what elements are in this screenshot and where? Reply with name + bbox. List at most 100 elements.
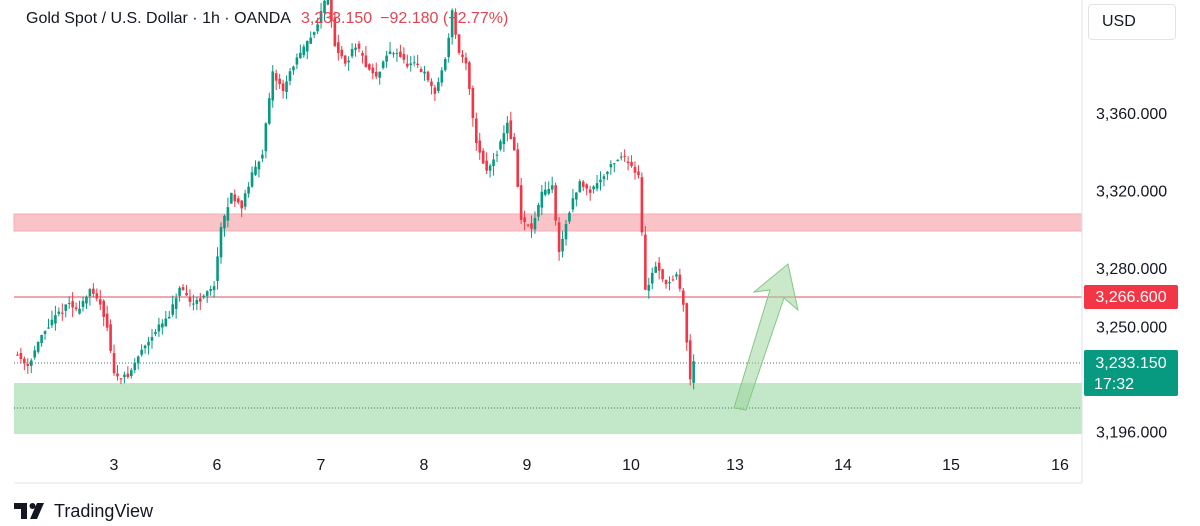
candle-body (26, 363, 30, 366)
candle-body (216, 256, 219, 281)
candle-body (343, 55, 347, 64)
candle-body (430, 81, 433, 86)
candle-body (461, 54, 464, 58)
candle-body (299, 52, 302, 59)
candle-body (616, 159, 620, 162)
candle-body (347, 60, 350, 63)
candle-body (485, 160, 488, 171)
tradingview-logo-icon (14, 503, 44, 519)
candle-body (395, 53, 399, 55)
candle-body (330, 0, 333, 22)
candle-body (468, 62, 471, 89)
candle-body (123, 374, 126, 378)
candle-body (406, 63, 409, 67)
x-tick-label: 7 (317, 457, 326, 474)
candle-body (354, 47, 357, 50)
candle-body (564, 224, 568, 240)
candle-body (167, 316, 171, 319)
candle-body (40, 334, 43, 344)
y-tick-label: 3,360.000 (1096, 106, 1167, 123)
y-tick-label: 3,250.000 (1096, 319, 1167, 336)
candle-body (188, 297, 192, 302)
candle-body (399, 51, 402, 57)
candle-body (233, 194, 237, 202)
candle-body (174, 298, 178, 309)
candle-body (226, 207, 230, 221)
candle-body (264, 123, 268, 152)
candle-body (250, 172, 254, 187)
x-tick-label: 13 (726, 457, 744, 474)
candle-body (64, 304, 68, 311)
candle-body (575, 192, 578, 200)
candle-body (295, 57, 299, 65)
candle-body (447, 37, 450, 58)
candle-body (512, 136, 516, 151)
candle-body (130, 370, 133, 377)
candle-body (316, 24, 319, 32)
candle-body (578, 181, 582, 193)
candle-body (523, 217, 526, 223)
candle-body (613, 163, 616, 165)
candle-body (371, 67, 375, 74)
candle-body (326, 0, 330, 5)
header-change: −92.180 (−2.77%) (380, 10, 509, 27)
candle-body (450, 10, 454, 38)
candle-body (471, 88, 475, 119)
candle-body (550, 185, 554, 190)
candle-body (92, 288, 95, 294)
symbol-title[interactable]: Gold Spot / U.S. Dollar · 1h · OANDA (26, 10, 291, 27)
candle-body (157, 324, 161, 332)
candle-body (506, 122, 509, 134)
candle-body (495, 154, 499, 156)
candle-body (609, 164, 613, 168)
x-tick-label: 3 (110, 457, 119, 474)
candle-body (29, 360, 33, 366)
candle-body (161, 323, 164, 328)
candle-body (85, 297, 88, 304)
y-tick-label: 3,196.000 (1096, 424, 1167, 441)
candle-body (278, 78, 281, 85)
candle-body (454, 11, 457, 35)
candle-body (402, 53, 406, 60)
candle-body (126, 373, 130, 377)
candle-body (88, 289, 92, 297)
candle-body (592, 186, 595, 190)
candle-body (98, 299, 102, 305)
candle-body (133, 362, 137, 371)
candle-body (664, 280, 668, 285)
candle-body (116, 373, 119, 377)
candle-body (202, 295, 206, 298)
candle-body (364, 55, 368, 67)
x-axis: 3 6 7 8 9 10 13 14 15 16 (110, 457, 1069, 474)
candle-body (488, 165, 492, 171)
candle-body (374, 71, 378, 77)
candle-body (243, 193, 247, 207)
candle-body (136, 356, 140, 364)
candle-body (519, 185, 523, 220)
candle-body (254, 166, 257, 175)
countdown-text: 17:32 (1094, 376, 1134, 393)
candle-body (561, 238, 564, 252)
candle-body (261, 154, 264, 159)
x-tick-label: 8 (420, 457, 429, 474)
candle-body (657, 262, 661, 271)
candle-body (682, 290, 685, 305)
chart-header: Gold Spot / U.S. Dollar · 1h · OANDA 3,23… (26, 10, 508, 28)
candle-body (43, 331, 47, 334)
candle-body (619, 156, 623, 158)
candle-body (654, 266, 657, 273)
candle-body (437, 82, 440, 91)
candle-body (633, 167, 637, 173)
candle-body (192, 303, 195, 305)
tradingview-brand[interactable]: TradingView (14, 498, 153, 524)
candle-body (185, 293, 188, 296)
currency-button[interactable]: USD (1088, 4, 1176, 40)
candle-body (199, 298, 202, 302)
last-price-label: 3,233.150 17:32 (1084, 350, 1178, 396)
candle-body (557, 222, 561, 252)
candle-body (102, 300, 105, 317)
candle-body (671, 279, 675, 281)
candle-body (433, 87, 437, 94)
candle-body (357, 43, 361, 49)
